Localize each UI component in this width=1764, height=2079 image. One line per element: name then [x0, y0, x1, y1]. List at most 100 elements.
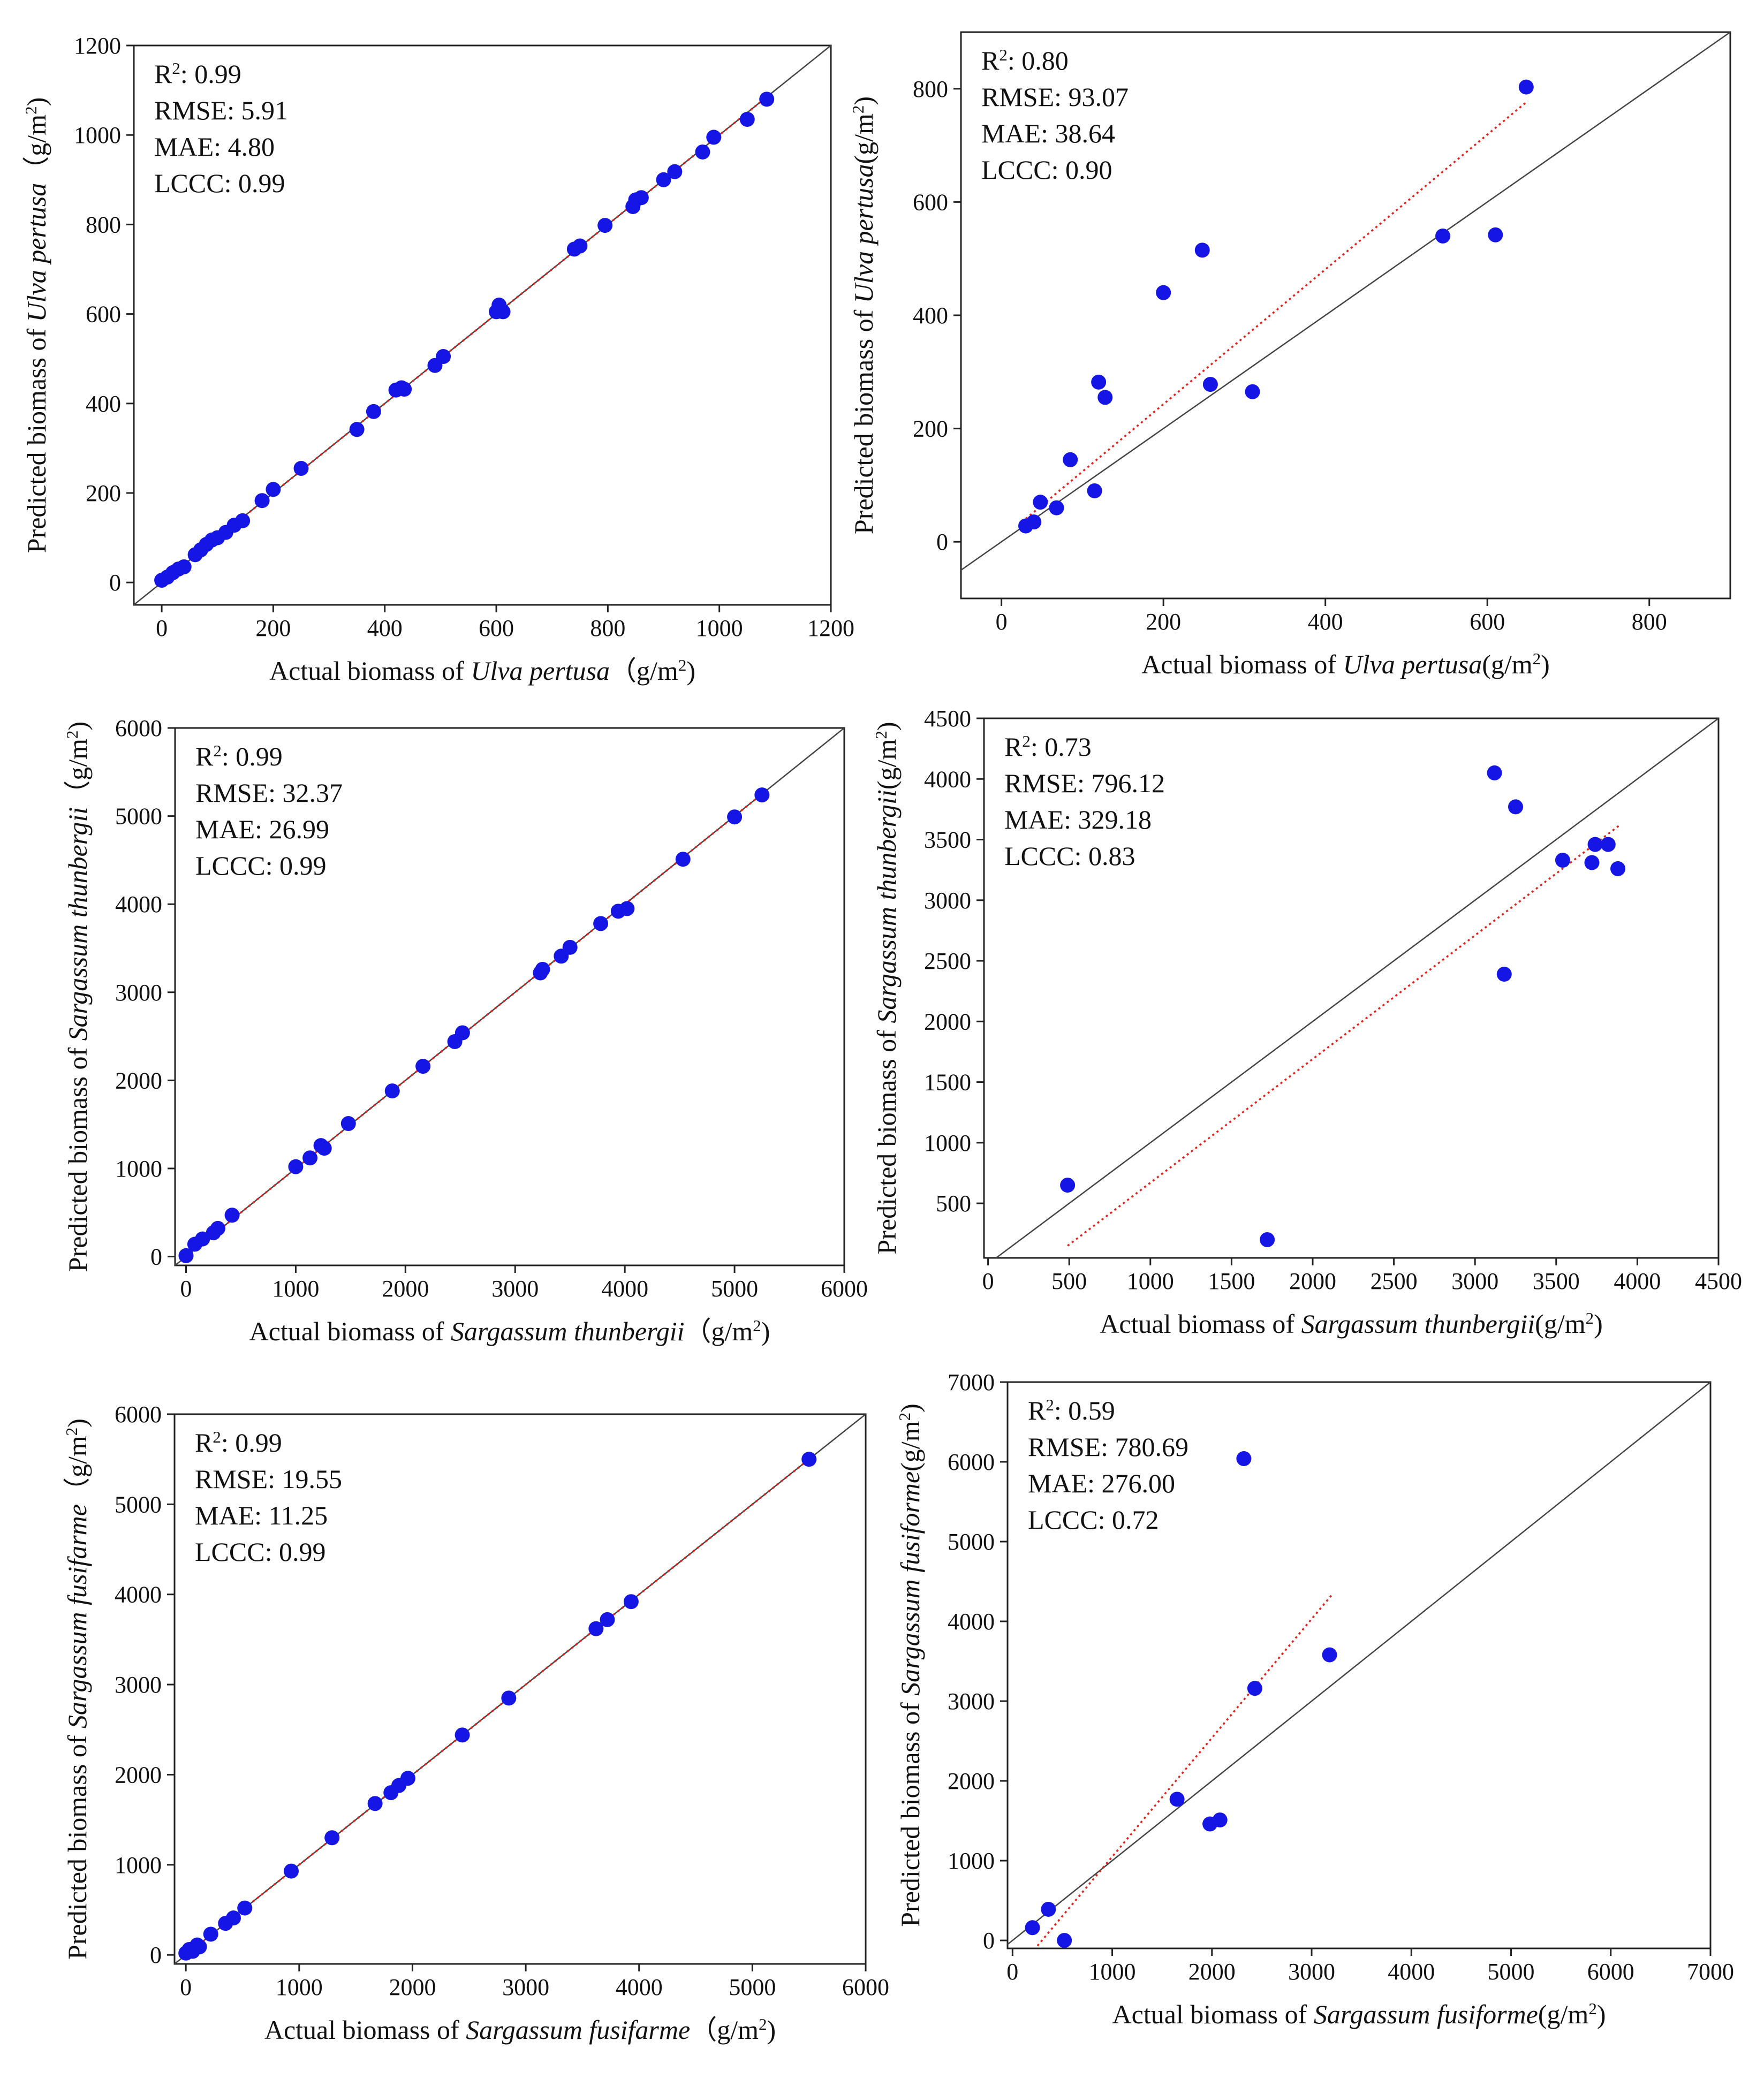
data-point	[1610, 861, 1626, 876]
data-point	[801, 1452, 817, 1467]
data-point	[759, 92, 775, 107]
panel-6-lccc-label: LCCC: 0.72	[1028, 1505, 1159, 1535]
y-tick-label: 5000	[948, 1529, 995, 1555]
data-point	[1518, 79, 1534, 95]
data-point	[597, 218, 613, 233]
x-tick-label: 7000	[1687, 1959, 1734, 1985]
panel-2-points	[1018, 79, 1534, 534]
data-point	[1041, 1901, 1056, 1917]
y-tick-label: 1000	[115, 1852, 162, 1878]
y-tick-label: 3000	[948, 1688, 995, 1714]
x-tick-label: 0	[180, 1974, 192, 2000]
y-tick-label: 6000	[115, 1401, 162, 1428]
panel-5-r2-label: R2: 0.99	[195, 1428, 282, 1458]
panel-2-identity-line	[960, 31, 1731, 571]
x-tick-label: 1000	[696, 615, 743, 641]
panel-6-ticks: 0 1000 2000 3000 4000 5000 6000 7000 0 1000 2000 30…	[948, 1369, 1734, 1985]
y-tick-label: 4000	[115, 891, 162, 917]
data-point	[706, 130, 722, 145]
data-point	[501, 1690, 517, 1706]
data-point	[366, 404, 381, 419]
data-point	[600, 1612, 615, 1627]
data-point	[324, 1830, 340, 1846]
data-point	[1508, 799, 1523, 815]
data-point	[1194, 242, 1210, 258]
y-tick-label: 4000	[115, 1582, 162, 1608]
x-tick-label: 0	[156, 615, 168, 641]
x-tick-label: 2000	[1188, 1959, 1236, 1985]
x-tick-label: 2000	[389, 1974, 436, 2000]
y-tick-label: 4000	[924, 766, 971, 792]
data-point	[1212, 1812, 1228, 1828]
data-point	[1600, 837, 1616, 852]
data-point	[1322, 1647, 1337, 1663]
x-tick-label: 6000	[821, 1276, 868, 1302]
panel-4: 0 500 1000 1500 2000 2500 3000 3500 4000 4500 500 1…	[872, 705, 1743, 1339]
panel-1: 0 200 400 600 800 1000 1200 0 200 400 600 800 1000 12…	[21, 33, 855, 686]
data-point	[1033, 495, 1048, 510]
panel-4-mae-label: MAE: 329.18	[1004, 805, 1152, 834]
data-point	[1488, 227, 1503, 242]
panel-3-rmse-label: RMSE: 32.37	[195, 778, 343, 808]
data-point	[237, 1900, 253, 1916]
panel-1-r2-label: R2: 0.99	[154, 59, 241, 89]
data-point	[293, 461, 309, 476]
data-point	[1260, 1232, 1275, 1248]
x-tick-label: 1000	[272, 1276, 319, 1302]
panel-3-r2-label: R2: 0.99	[195, 741, 283, 772]
panel-4-points	[1060, 765, 1626, 1248]
panel-6-points	[1025, 1451, 1337, 1948]
data-point	[1247, 1681, 1262, 1696]
panel-3-x-axis-label: Actual biomass of Sargassum thunbergii（g…	[249, 1316, 770, 1347]
x-tick-label: 800	[1632, 609, 1667, 635]
data-point	[224, 1208, 240, 1223]
data-point	[178, 1248, 194, 1263]
x-tick-label: 6000	[842, 1974, 889, 2000]
panel-2-x-axis-label: Actual biomass of Ulva pertusa(g/m2)	[1141, 649, 1550, 680]
panel-3-plot-frame	[174, 727, 845, 1266]
panel-6-rmse-label: RMSE: 780.69	[1028, 1432, 1188, 1462]
x-tick-label: 3500	[1533, 1268, 1580, 1294]
panel-5: 0 1000 2000 3000 4000 5000 6000 0 1000 2000 3000 40…	[62, 1401, 890, 2045]
panel-5-fit-line	[185, 1458, 810, 1956]
data-point	[739, 111, 755, 127]
y-tick-label: 600	[86, 301, 121, 328]
data-point	[254, 493, 270, 509]
y-tick-label: 400	[86, 391, 121, 417]
x-tick-label: 800	[590, 615, 625, 641]
panel-1-plot-frame	[133, 44, 832, 606]
x-tick-label: 1000	[276, 1974, 323, 2000]
x-tick-label: 1000	[1089, 1959, 1136, 1985]
x-tick-label: 200	[255, 615, 291, 641]
x-tick-label: 4000	[1388, 1959, 1435, 1985]
panel-4-lccc-label: LCCC: 0.83	[1004, 841, 1135, 871]
x-tick-label: 2500	[1371, 1268, 1418, 1294]
y-tick-label: 1500	[924, 1069, 971, 1096]
data-point	[695, 144, 710, 160]
y-tick-label: 0	[150, 1942, 162, 1968]
data-point	[455, 1727, 470, 1743]
y-tick-label: 0	[936, 529, 948, 555]
x-tick-label: 600	[479, 615, 514, 641]
panel-2-mae-label: MAE: 38.64	[981, 118, 1115, 148]
panel-5-plot-frame	[173, 1413, 867, 1965]
x-tick-label: 0	[180, 1276, 192, 1302]
data-point	[495, 304, 511, 320]
panel-5-ticks: 0 1000 2000 3000 4000 5000 6000 0 1000 2000 3000 40…	[115, 1401, 889, 2000]
data-point	[316, 1141, 332, 1156]
data-point	[1555, 853, 1570, 868]
panel-5-lccc-label: LCCC: 0.99	[195, 1537, 325, 1567]
panel-5-y-axis-label: Predicted biomass of Sargassum fusifarme…	[62, 1418, 93, 1960]
x-tick-label: 3000	[502, 1974, 549, 2000]
y-tick-label: 2000	[115, 1762, 162, 1788]
data-point	[593, 916, 609, 931]
data-point	[1496, 966, 1512, 982]
data-point	[266, 482, 281, 497]
x-tick-label: 3000	[1451, 1268, 1498, 1294]
x-tick-label: 2000	[1289, 1268, 1336, 1294]
panel-2-y-axis-label: Predicted biomass of Ulva pertusa(g/m2)	[849, 96, 879, 534]
x-tick-label: 3000	[491, 1276, 539, 1302]
panel-2-lccc-label: LCCC: 0.90	[981, 155, 1112, 185]
panel-3-ticks: 0 1000 2000 3000 4000 5000 6000 0 1000 2000 3000 40…	[115, 715, 868, 1302]
data-point	[367, 1796, 383, 1811]
